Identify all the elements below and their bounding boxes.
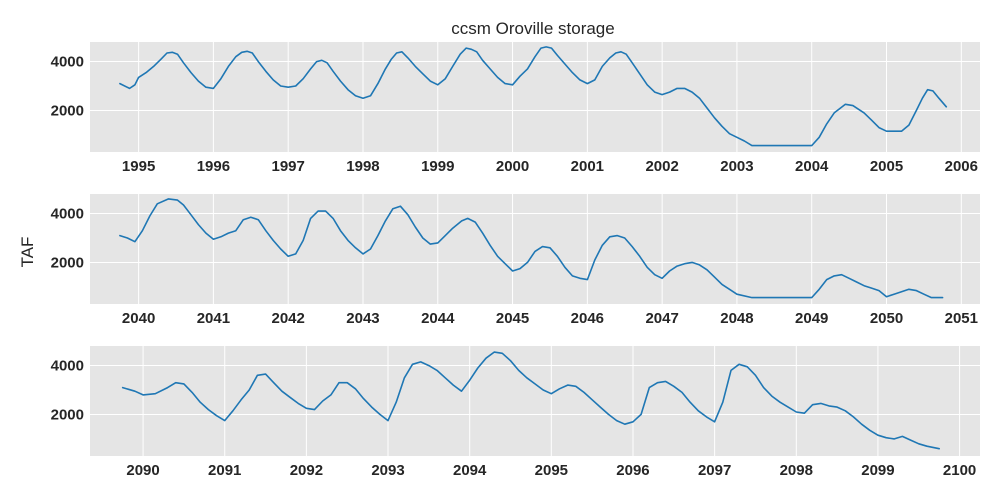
x-tick-label: 2044: [421, 310, 455, 327]
x-tick-label: 2042: [272, 310, 305, 327]
x-tick-label: 1995: [122, 158, 155, 175]
x-tick-label: 2041: [197, 310, 230, 327]
x-tick-label: 2002: [645, 158, 678, 175]
subplot-2: 2040 2041 2042 2043 2044 2045 2046 2047 2048 2049…: [51, 194, 980, 327]
x-tick-label: 2091: [208, 462, 241, 479]
x-tick-label: 2050: [870, 310, 903, 327]
chart-title: ccsm Oroville storage: [451, 19, 614, 38]
y-tick-label: 2000: [51, 254, 84, 271]
x-tick-label: 2098: [780, 462, 813, 479]
subplot-3: 2090 2091 2092 2093 2094 2095 2096 2097 2098 2099…: [51, 346, 980, 479]
x-tick-label: 2001: [571, 158, 604, 175]
x-tick-label: 2096: [616, 462, 649, 479]
x-tick-label: 2000: [496, 158, 529, 175]
x-tick-label: 2047: [645, 310, 678, 327]
y-tick-label: 2000: [51, 406, 84, 423]
subplot-1: 1995 1996 1997 1998 1999 2000 2001 2002 2003 2004…: [51, 42, 980, 175]
x-tick-label: 2045: [496, 310, 529, 327]
y-tick-label: 4000: [51, 206, 84, 223]
x-tick-label: 2049: [795, 310, 828, 327]
x-tick-label: 2040: [122, 310, 155, 327]
x-tick-label: 2051: [945, 310, 978, 327]
x-tick-label: 2090: [126, 462, 159, 479]
plot-area: [90, 42, 980, 152]
x-tick-label: 2100: [943, 462, 976, 479]
y-tick-label: 2000: [51, 102, 84, 119]
x-tick-label: 1997: [272, 158, 305, 175]
x-tick-label: 2004: [795, 158, 829, 175]
x-tick-label: 2094: [453, 462, 487, 479]
x-tick-label: 2046: [571, 310, 604, 327]
x-tick-label: 2099: [861, 462, 894, 479]
x-tick-label: 2048: [720, 310, 753, 327]
y-tick-label: 4000: [51, 54, 84, 71]
x-tick-label: 2097: [698, 462, 731, 479]
x-tick-label: 1996: [197, 158, 230, 175]
x-tick-label: 2006: [945, 158, 978, 175]
x-tick-label: 2043: [346, 310, 379, 327]
x-tick-label: 2005: [870, 158, 903, 175]
x-tick-label: 1998: [346, 158, 379, 175]
y-tick-label: 4000: [51, 358, 84, 375]
x-tick-label: 2003: [720, 158, 753, 175]
x-tick-label: 2095: [535, 462, 568, 479]
series-line: [119, 198, 944, 299]
plot-area: [90, 194, 980, 304]
x-tick-label: 2092: [290, 462, 323, 479]
plot-area: [90, 346, 980, 456]
series-line: [119, 46, 948, 147]
x-tick-label: 2093: [371, 462, 404, 479]
series-line: [121, 351, 941, 450]
y-axis-label: TAF: [18, 237, 37, 268]
x-tick-label: 1999: [421, 158, 454, 175]
